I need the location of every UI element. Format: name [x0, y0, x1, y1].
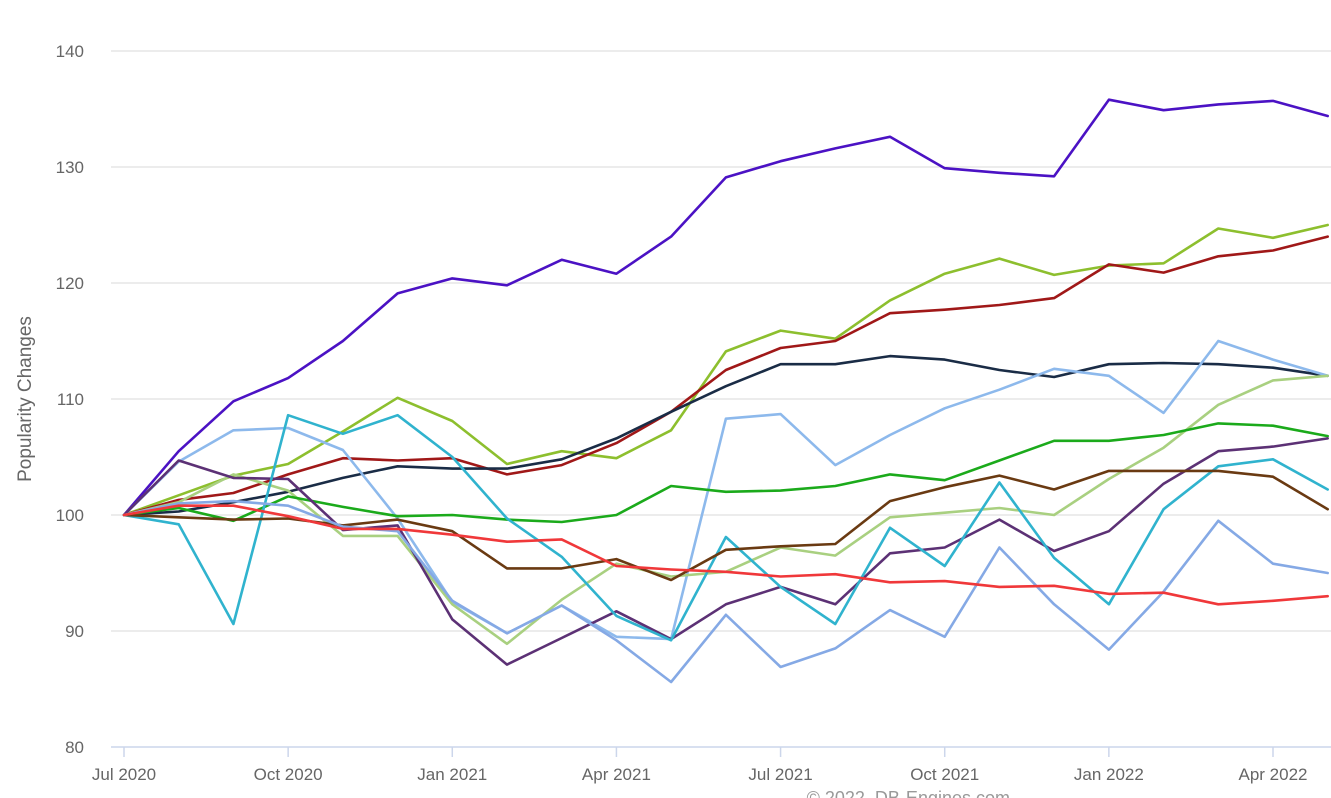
y-tick-labels: 80 90 100 110 120 130 140	[56, 42, 84, 757]
x-tick-label: Jan 2022	[1074, 765, 1144, 784]
y-tick-label: 120	[56, 274, 84, 293]
series-line-12[interactable]	[122, 504, 1329, 606]
y-tick-label: 80	[65, 738, 84, 757]
series-line-1[interactable]	[122, 98, 1329, 517]
x-tick-label: Jul 2021	[748, 765, 812, 784]
series-lines	[122, 98, 1329, 684]
y-tick-label: 140	[56, 42, 84, 61]
y-tick-label: 100	[56, 506, 84, 525]
series-line-10[interactable]	[122, 469, 1329, 582]
series-line-3[interactable]	[122, 235, 1329, 517]
series-line-11[interactable]	[122, 499, 1329, 684]
y-tick-label: 130	[56, 158, 84, 177]
x-tick-label: Apr 2022	[1239, 765, 1308, 784]
y-tick-label: 110	[57, 390, 84, 409]
series-line-5[interactable]	[122, 339, 1329, 641]
series-line-7[interactable]	[122, 422, 1329, 524]
series-line-9[interactable]	[122, 413, 1329, 642]
x-tick-label: Apr 2021	[582, 765, 651, 784]
series-line-8[interactable]	[122, 437, 1329, 666]
x-tick-label: Oct 2020	[254, 765, 323, 784]
x-tick-labels: Jul 2020 Oct 2020 Jan 2021 Apr 2021 Jul 2021…	[92, 765, 1308, 784]
series-line-4[interactable]	[122, 354, 1329, 517]
x-tick-label: Oct 2021	[910, 765, 979, 784]
chart-credit[interactable]: © 2022, DB-Engines.com	[807, 788, 1010, 798]
x-tick-label: Jan 2021	[417, 765, 487, 784]
y-tick-label: 90	[65, 622, 84, 641]
x-tick-label: Jul 2020	[92, 765, 156, 784]
y-axis-label: Popularity Changes	[15, 316, 36, 482]
axes	[111, 746, 1331, 757]
